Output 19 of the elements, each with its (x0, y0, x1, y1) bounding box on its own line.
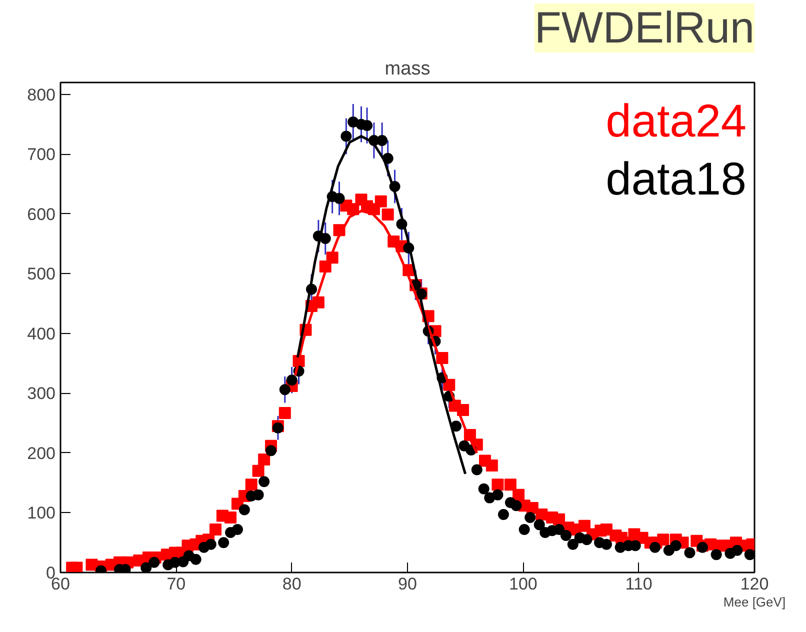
x-tick-label: 80 (282, 574, 302, 594)
x-tick-label: 110 (625, 574, 652, 594)
chart-title: mass (384, 58, 430, 80)
y-tick-label: 200 (27, 444, 56, 463)
text: data24 (606, 94, 747, 146)
y-tick-label: 100 (27, 504, 56, 523)
y-tick-label: 600 (27, 204, 56, 224)
text: data18 (606, 152, 747, 204)
y-tick-label: 700 (27, 145, 56, 164)
y-tick-label: 500 (27, 264, 56, 284)
chart-subtitle: FWDElRun (534, 4, 755, 52)
y-tick-label: 800 (27, 85, 56, 104)
y-tick-label: 300 (27, 384, 56, 404)
y-tick-label: 400 (27, 324, 56, 344)
x-axis-title: Mee [GeV] (723, 594, 786, 610)
x-tick-label: 120 (740, 574, 769, 594)
x-tick-label: 90 (398, 574, 417, 594)
x-tick-label: 100 (508, 574, 538, 594)
x-tick-label: 70 (166, 574, 186, 594)
